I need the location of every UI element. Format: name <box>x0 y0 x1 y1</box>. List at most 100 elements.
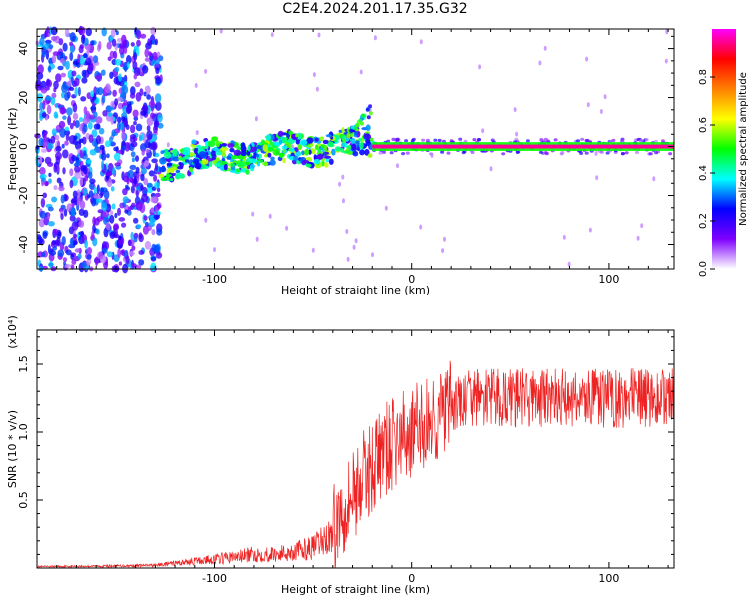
spectrogram-cell <box>585 56 589 62</box>
spectrogram-cell <box>313 154 317 161</box>
spectrogram-cell <box>135 155 139 162</box>
spectrogram-cell <box>193 147 199 155</box>
spectrogram-cell <box>57 65 64 71</box>
spectrogram-cell <box>93 185 97 196</box>
spectrogram-cell <box>136 29 142 40</box>
spectrogram-cell <box>41 51 46 58</box>
spectrogram-cell <box>69 179 74 189</box>
spectrogram-cell <box>109 50 115 59</box>
spectrogram-cell <box>129 251 135 256</box>
spectrogram-cell <box>544 152 549 156</box>
spectrogram-cell <box>166 162 173 167</box>
spectrogram-cell <box>81 34 85 44</box>
spectrogram-y-axis-label: Frequency (Hz) <box>6 108 19 191</box>
spectrogram-cell <box>302 159 310 164</box>
spectrogram-cell <box>61 143 65 149</box>
spectrogram-chart: -100 0 100 -40 -20 0 20 40 Height of straight l… <box>6 25 749 295</box>
spectrogram-cell <box>201 159 209 165</box>
spectrogram-cell <box>84 239 88 249</box>
spectrogram-cell <box>90 40 95 46</box>
spectrogram-cell <box>153 55 158 61</box>
spectrogram-cell <box>142 65 149 74</box>
spectrogram-cell <box>171 166 177 171</box>
spectrogram-cell <box>130 231 134 240</box>
spectrogram-cell <box>150 112 155 119</box>
spectrogram-cell <box>215 151 223 156</box>
snr-chart: -100 0 100 0.5 1.0 1.5 Height of straight lin… <box>6 315 675 596</box>
spectrogram-cell <box>39 210 46 219</box>
spectrogram-cell <box>46 142 54 150</box>
spectrogram-cell <box>47 221 55 227</box>
spectrogram-cell <box>489 166 493 172</box>
spectrogram-cell <box>321 160 325 167</box>
spectrogram-cell <box>73 135 78 140</box>
spectrogram-cell <box>143 215 148 221</box>
spectrogram-cell <box>160 150 165 155</box>
spectrogram-cell <box>59 58 65 64</box>
spectrogram-cell <box>112 89 117 97</box>
spectrogram-cell <box>543 137 548 141</box>
spectrogram-cell <box>419 39 423 45</box>
spectrogram-cell <box>229 147 235 153</box>
y-tick-label: 0 <box>17 143 30 150</box>
spectrogram-cell <box>92 55 99 64</box>
spectrogram-cell <box>324 151 329 155</box>
spectrogram-cell <box>251 211 255 217</box>
spectrogram-cell <box>358 137 362 142</box>
spectrogram-frame <box>36 28 675 270</box>
spectrogram-cell <box>323 155 332 159</box>
spectrogram-cell <box>130 185 135 194</box>
spectrogram-cell <box>342 198 345 204</box>
spectrogram-cell <box>334 146 342 152</box>
spectrogram-cell <box>77 86 81 97</box>
spectrogram-cell <box>221 143 228 147</box>
spectrogram-cell <box>64 28 70 38</box>
spectrogram-cell <box>269 159 276 166</box>
spectrogram-cell <box>237 161 245 169</box>
spectrogram-cell <box>93 111 98 118</box>
spectrogram-cell <box>543 45 547 51</box>
spectrogram-cell <box>107 56 112 62</box>
spectrogram-cell <box>124 209 129 214</box>
spectrogram-cell <box>124 64 128 73</box>
spectrogram-cell <box>36 72 44 80</box>
spectrogram-cell <box>79 149 84 159</box>
spectrogram-cell <box>179 157 187 161</box>
spectrogram-cell <box>330 136 334 140</box>
spectrogram-cell <box>63 208 68 217</box>
spectrogram-cell <box>130 42 135 47</box>
spectrogram-cell <box>159 166 167 173</box>
spectrogram-cell <box>437 138 442 142</box>
spectrogram-cell <box>88 134 94 144</box>
spectrogram-cell <box>644 138 649 142</box>
spectrogram-cell <box>70 208 76 217</box>
spectrogram-cell <box>54 103 58 109</box>
spectrogram-cell <box>59 127 66 138</box>
spectrogram-cell <box>65 60 70 70</box>
spectrogram-cell <box>47 212 51 220</box>
spectrogram-cell <box>304 148 310 156</box>
spectrogram-cell <box>105 222 111 231</box>
spectrogram-cell <box>42 231 48 239</box>
spectrogram-cell <box>96 135 101 145</box>
spectrogram-cell <box>290 147 295 153</box>
spectrogram-cell <box>235 168 241 173</box>
spectrogram-cell <box>131 202 136 208</box>
spectrogram-cell <box>58 186 65 192</box>
spectrogram-cell <box>112 166 116 176</box>
spectrogram-cell <box>226 155 232 160</box>
spectrogram-cell <box>113 77 120 85</box>
spectrogram-cell <box>150 256 157 262</box>
spectrogram-cell <box>194 158 200 164</box>
spectrogram-cell <box>53 80 59 90</box>
colorbar-tick-label: 0.4 <box>698 165 709 181</box>
spectrogram-cell <box>154 93 162 103</box>
spectrogram-cell <box>126 61 130 68</box>
spectrogram-cell <box>324 162 329 168</box>
spectrogram-cell <box>352 244 356 250</box>
spectrogram-cell <box>166 172 170 180</box>
spectrogram-cell <box>207 140 216 148</box>
spectrogram-cell <box>133 236 138 243</box>
spectrogram-cell <box>61 236 66 246</box>
spectrogram-cell <box>141 167 147 175</box>
